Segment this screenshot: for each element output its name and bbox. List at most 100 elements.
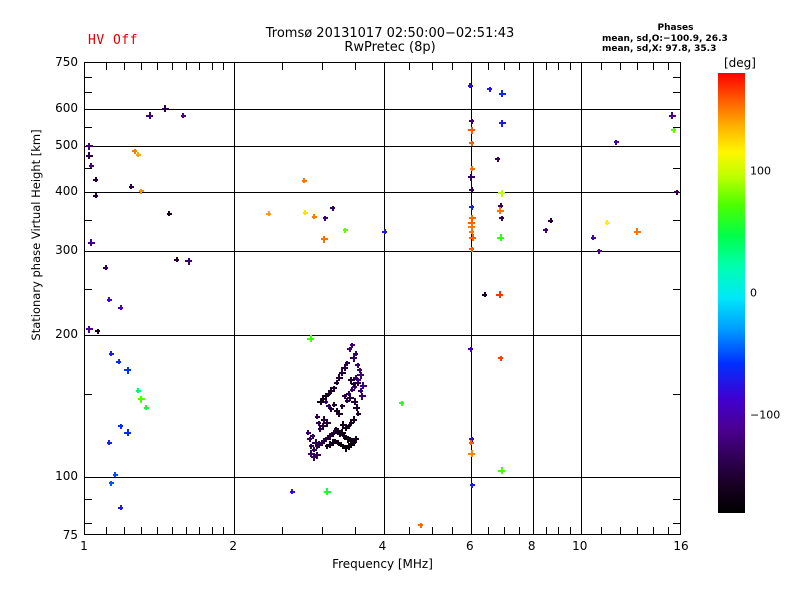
data-point	[495, 157, 500, 162]
x-tick-label: 10	[572, 539, 587, 553]
x-tick-label: 16	[673, 539, 688, 553]
data-point	[306, 430, 311, 435]
data-point	[345, 443, 352, 450]
data-point	[321, 236, 328, 243]
axis-tick	[581, 523, 582, 534]
phase-stats-x-mode: mean, sd,X: 97.8, 35.3	[588, 44, 763, 55]
plot-title: Tromsø 20131017 02:50:00−02:51:43 RwPret…	[180, 27, 600, 55]
data-point	[338, 432, 343, 437]
gridline-horizontal	[85, 251, 680, 252]
hv-status-label: HV Off	[88, 33, 138, 48]
data-point	[330, 206, 335, 211]
axis-tick	[673, 92, 680, 93]
axis-tick	[85, 251, 96, 252]
data-point	[334, 427, 339, 432]
axis-tick	[533, 63, 534, 74]
x-axis-tick-labels: 1 2 4 6 8 10 16	[84, 539, 681, 557]
y-tick-label: 300	[55, 243, 78, 257]
data-point	[605, 220, 610, 225]
axis-tick	[85, 192, 96, 193]
data-point	[332, 386, 337, 391]
axis-tick	[637, 63, 638, 70]
data-point	[327, 433, 334, 440]
axis-tick	[234, 63, 235, 74]
axis-tick	[620, 527, 621, 534]
axis-tick	[546, 63, 547, 70]
data-point	[355, 363, 360, 368]
y-tick-label: 100	[55, 469, 78, 483]
data-point	[591, 235, 596, 240]
colorbar-tick-label: 0	[750, 287, 757, 300]
y-tick-label: 75	[63, 528, 78, 542]
data-point	[334, 408, 339, 413]
data-point	[109, 481, 114, 486]
data-point	[634, 228, 641, 235]
data-point	[324, 488, 331, 495]
data-point	[352, 384, 357, 389]
phase-stats-o-mode: mean, sd,O:−100.9, 26.3	[588, 34, 763, 45]
axis-tick	[157, 527, 158, 534]
data-point	[498, 467, 505, 474]
axis-tick	[85, 146, 96, 147]
axis-tick	[85, 477, 96, 478]
axis-tick	[488, 63, 489, 70]
data-point	[671, 128, 676, 133]
data-point	[315, 414, 320, 419]
data-point	[332, 430, 337, 435]
axis-tick	[199, 527, 200, 534]
data-point	[338, 442, 343, 447]
data-point	[348, 377, 355, 384]
data-point	[347, 437, 352, 442]
plot-title-line2: RwPretec (8p)	[180, 41, 600, 55]
data-point	[342, 445, 349, 452]
axis-tick	[85, 289, 92, 290]
data-point	[330, 432, 335, 437]
x-tick-label: 2	[229, 539, 237, 553]
axis-tick	[432, 527, 433, 534]
data-point	[333, 439, 338, 444]
data-point	[498, 190, 505, 197]
data-point	[497, 207, 504, 214]
data-point	[323, 437, 328, 442]
data-point	[349, 421, 354, 426]
data-point	[336, 374, 343, 381]
data-point	[319, 440, 324, 445]
colorbar-unit-label: [deg]	[718, 56, 762, 70]
data-point	[124, 429, 131, 436]
y-tick-label: 200	[55, 327, 78, 341]
gridline-horizontal	[85, 146, 680, 147]
axis-tick	[85, 523, 92, 524]
axis-tick	[558, 63, 559, 70]
data-point	[418, 523, 423, 528]
gridline-vertical	[384, 63, 385, 534]
gridline-horizontal	[85, 109, 680, 110]
axis-tick	[223, 63, 224, 70]
y-axis-title: Stationary phase Virtual Height [km]	[29, 65, 43, 405]
data-point	[344, 436, 351, 443]
axis-tick	[124, 527, 125, 534]
data-point	[347, 347, 352, 352]
data-point	[86, 326, 93, 333]
axis-tick	[601, 63, 602, 70]
plot-title-line1: Tromsø 20131017 02:50:00−02:51:43	[180, 27, 600, 41]
axis-tick	[601, 527, 602, 534]
data-point	[118, 424, 123, 429]
colorbar-tick-label: 100	[750, 164, 771, 177]
data-point	[353, 351, 358, 356]
data-point	[315, 444, 320, 449]
data-point	[348, 441, 355, 448]
data-point	[322, 393, 329, 400]
data-point	[146, 112, 153, 119]
plot-area	[84, 62, 681, 535]
axis-tick	[106, 63, 107, 70]
axis-tick	[85, 92, 92, 93]
axis-tick	[85, 499, 92, 500]
data-point	[352, 436, 359, 443]
data-point	[307, 437, 312, 442]
axis-tick	[186, 63, 187, 70]
y-tick-label: 600	[55, 101, 78, 115]
data-point	[316, 421, 321, 426]
data-point	[341, 364, 348, 371]
data-point	[118, 505, 123, 510]
data-point	[326, 391, 331, 396]
